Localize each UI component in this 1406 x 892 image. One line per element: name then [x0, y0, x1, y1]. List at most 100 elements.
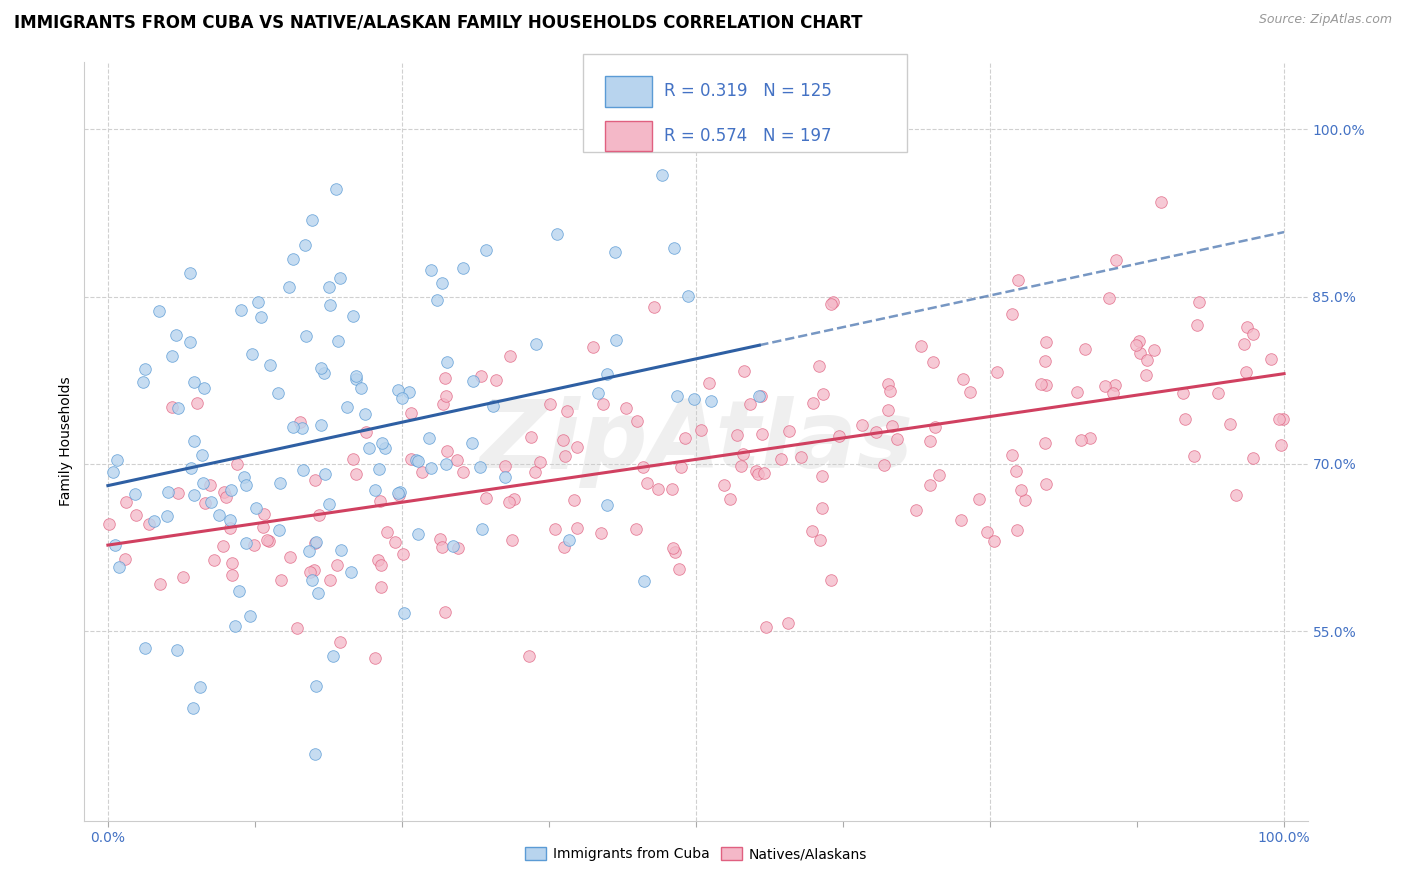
Point [800, 524, 823, 538]
Point [433, 605, 456, 619]
Point [924, 420, 946, 434]
Point [198, 478, 221, 492]
Point [499, 349, 522, 363]
Point [565, 520, 588, 534]
Point [446, 453, 468, 467]
Point [387, 383, 409, 397]
Point [194, 496, 217, 510]
Point [807, 359, 830, 373]
Point [429, 533, 451, 547]
Point [470, 459, 492, 474]
Point [661, 483, 683, 497]
Point [1260, 351, 1282, 366]
Text: IMMIGRANTS FROM CUBA VS NATIVE/ALASKAN FAMILY HOUSEHOLDS CORRELATION CHART: IMMIGRANTS FROM CUBA VS NATIVE/ALASKAN F… [14, 13, 862, 31]
Point [308, 508, 330, 523]
Point [326, 334, 349, 349]
Point [344, 369, 367, 384]
Point [664, 544, 686, 558]
Point [873, 458, 896, 473]
Point [149, 577, 172, 591]
Point [588, 385, 610, 400]
Point [555, 404, 578, 418]
Point [751, 427, 773, 442]
Point [142, 514, 165, 528]
Point [557, 533, 579, 547]
Point [669, 460, 692, 475]
Point [538, 397, 561, 411]
Point [124, 487, 146, 501]
Point [399, 406, 422, 420]
Point [1219, 417, 1241, 431]
Point [114, 552, 136, 566]
Point [1184, 450, 1206, 464]
Point [1094, 379, 1116, 393]
Point [193, 381, 215, 395]
Point [589, 526, 612, 541]
Point [411, 465, 433, 479]
Point [257, 533, 280, 548]
Point [820, 573, 842, 587]
Point [246, 294, 269, 309]
Point [353, 407, 375, 421]
Point [188, 680, 211, 694]
Point [876, 376, 898, 391]
Point [373, 441, 395, 455]
Point [754, 467, 776, 481]
Point [877, 403, 900, 417]
Point [626, 414, 648, 428]
Point [301, 212, 323, 227]
Point [434, 371, 457, 385]
Point [405, 452, 427, 467]
Point [432, 540, 454, 554]
Point [1173, 385, 1195, 400]
Point [318, 497, 340, 511]
Point [624, 522, 647, 536]
Point [614, 401, 637, 416]
Point [342, 452, 364, 467]
Point [243, 538, 266, 552]
Point [314, 467, 336, 481]
Point [745, 464, 768, 478]
Point [166, 485, 188, 500]
Point [880, 418, 903, 433]
Point [391, 391, 413, 405]
Point [432, 397, 454, 411]
Point [250, 310, 273, 325]
Point [828, 429, 851, 443]
Point [959, 384, 981, 399]
Point [162, 400, 184, 414]
Point [252, 519, 274, 533]
Point [1188, 294, 1211, 309]
Point [1174, 412, 1197, 426]
Point [322, 648, 344, 663]
Point [471, 522, 494, 536]
Point [952, 372, 974, 386]
Point [172, 570, 194, 584]
Point [1014, 493, 1036, 508]
Point [1029, 377, 1052, 392]
Point [138, 516, 160, 531]
Point [481, 399, 503, 413]
Point [918, 434, 941, 448]
Point [565, 440, 588, 454]
Point [364, 651, 387, 665]
Point [167, 401, 190, 416]
Point [749, 389, 772, 403]
Point [526, 337, 548, 351]
Point [420, 460, 443, 475]
Point [215, 490, 238, 504]
Point [592, 397, 614, 411]
Point [690, 423, 713, 437]
Point [266, 386, 288, 401]
Point [283, 252, 305, 266]
Point [235, 536, 257, 550]
Point [392, 547, 415, 561]
Point [1136, 353, 1159, 368]
Point [582, 340, 605, 354]
Point [394, 607, 416, 621]
Point [730, 459, 752, 474]
Point [673, 431, 696, 445]
Point [1078, 432, 1101, 446]
Point [747, 467, 769, 481]
Point [820, 297, 842, 311]
